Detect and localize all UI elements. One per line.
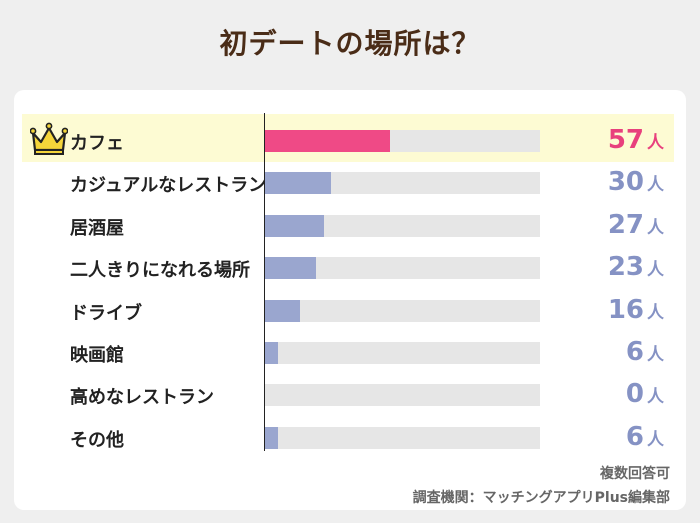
value-unit: 人 xyxy=(647,175,664,196)
value-number: 27 xyxy=(607,209,644,240)
value-unit: 人 xyxy=(647,260,664,281)
bar-track xyxy=(265,384,540,407)
bar xyxy=(265,342,279,364)
bar-track xyxy=(265,172,540,195)
value-label: 16 人 xyxy=(560,295,664,325)
bar-track xyxy=(265,257,540,280)
value-number: 16 xyxy=(607,294,644,325)
value-label: 27 人 xyxy=(560,210,664,240)
category-label: カフェ xyxy=(70,133,124,154)
bar xyxy=(265,130,391,152)
bar-track xyxy=(265,342,540,364)
bar xyxy=(265,299,301,322)
value-number: 30 xyxy=(607,167,644,198)
category-axis-line xyxy=(264,113,265,451)
value-number: 57 xyxy=(607,125,644,155)
crown-icon xyxy=(30,122,68,155)
value-number: 6 xyxy=(625,337,644,367)
bar xyxy=(265,257,316,280)
value-unit: 人 xyxy=(647,345,664,365)
value-unit: 人 xyxy=(647,302,664,323)
value-label: 30 人 xyxy=(560,167,664,197)
bar-track xyxy=(265,426,540,449)
category-label: カジュアルなレストラン xyxy=(70,175,267,197)
bar xyxy=(265,426,279,449)
value-unit: 人 xyxy=(647,429,664,450)
bar xyxy=(265,214,325,237)
category-label: ドライブ xyxy=(70,302,142,324)
bar-track xyxy=(265,130,540,152)
bar xyxy=(265,172,331,195)
category-label: 二人きりになれる場所 xyxy=(70,260,250,282)
value-label: 23 人 xyxy=(560,252,664,282)
value-unit: 人 xyxy=(647,217,664,238)
bar-track xyxy=(265,214,540,237)
category-label: 高めなレストラン xyxy=(70,387,214,409)
source-note: 調査機関：マッチングアプリPlus編集部 xyxy=(412,490,670,506)
category-label: その他 xyxy=(70,429,124,451)
value-number: 6 xyxy=(625,421,644,452)
value-unit: 人 xyxy=(647,387,664,408)
category-label: 映画館 xyxy=(70,345,124,366)
value-number: 0 xyxy=(625,379,644,410)
value-label: 57 人 xyxy=(560,125,664,155)
bar-track xyxy=(265,299,540,322)
value-unit: 人 xyxy=(647,133,664,153)
chart-title: 初デートの場所は？ xyxy=(219,27,481,60)
category-label: 居酒屋 xyxy=(70,217,124,239)
multiple-answer-note: 複数回答可 xyxy=(600,466,670,482)
value-number: 23 xyxy=(607,252,644,283)
